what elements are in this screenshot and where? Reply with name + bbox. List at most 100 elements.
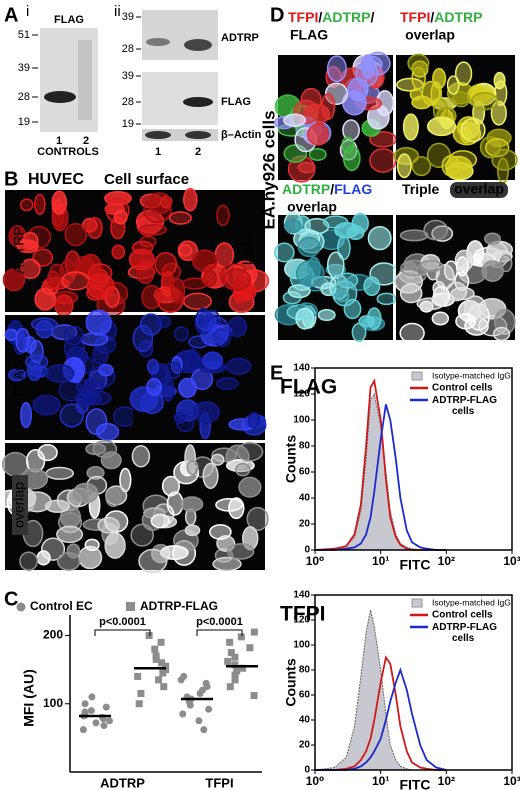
cell	[170, 278, 186, 304]
x-axis-label: FITC	[399, 777, 430, 790]
cell	[295, 307, 315, 330]
legend-line: cells	[452, 406, 475, 417]
point	[179, 710, 187, 718]
marker-label: 51	[18, 29, 30, 41]
cell	[105, 487, 122, 507]
cell	[484, 232, 501, 245]
legend-line: ADTRP-FLAG	[432, 395, 497, 406]
y-axis-label: Counts	[283, 435, 299, 483]
subtitle: Cell surface	[104, 171, 189, 188]
antibody: FLAG	[54, 14, 84, 26]
legend-marker	[16, 602, 26, 612]
histogram-curve	[314, 609, 447, 771]
cell	[25, 354, 49, 370]
cell	[63, 325, 84, 346]
point	[233, 667, 241, 675]
x-tick-label: 10²	[438, 554, 455, 568]
cell	[226, 357, 252, 375]
cell	[274, 242, 295, 263]
cell	[54, 294, 74, 317]
bracket	[94, 629, 151, 636]
image-title: TFPI/ADTRP/	[288, 9, 374, 25]
row-label: FLAG	[11, 360, 27, 397]
cell	[460, 117, 486, 143]
cell	[162, 376, 175, 402]
y-tick-label: 80	[299, 665, 311, 676]
x-tick-label: 10²	[438, 774, 455, 788]
point	[180, 672, 188, 680]
point	[250, 692, 258, 700]
y-tick-label: 40	[299, 493, 311, 504]
cell	[155, 315, 172, 329]
cell	[191, 249, 218, 273]
cell	[138, 548, 168, 574]
lane-label: 1	[155, 146, 161, 158]
plot-frame	[314, 594, 513, 771]
title-part: TFPI	[288, 9, 318, 25]
legend-label: Control EC	[30, 599, 93, 613]
legend-line: cells	[452, 633, 475, 644]
x-tick-label: ADTRP	[100, 775, 145, 790]
y-axis-label: Counts	[283, 658, 299, 706]
cell	[396, 153, 412, 179]
cell	[51, 190, 68, 215]
cell	[454, 61, 473, 86]
cell	[36, 550, 51, 566]
point	[227, 649, 235, 657]
plot-frame	[314, 367, 513, 551]
panel-label: B	[4, 168, 18, 190]
cell	[207, 316, 230, 344]
x-tick-label: 10¹	[372, 554, 389, 568]
point	[237, 633, 245, 641]
part-label: i	[26, 3, 29, 20]
cell	[227, 316, 248, 338]
y-tick-label: 140	[293, 590, 310, 601]
y-tick-label: 60	[299, 690, 311, 701]
histogram-curve	[315, 404, 447, 551]
cell	[232, 281, 257, 302]
cell	[132, 324, 154, 352]
cell	[184, 524, 201, 537]
cell	[321, 93, 336, 120]
legend-label: Control cells	[432, 383, 493, 394]
cell	[138, 224, 167, 236]
x-tick-label: 10³	[503, 554, 520, 568]
cell	[470, 92, 499, 111]
panel-label: D	[270, 4, 284, 26]
cell	[307, 123, 329, 146]
title-part: /	[370, 9, 374, 25]
cell	[317, 309, 336, 322]
cell	[409, 87, 423, 101]
cell	[182, 292, 212, 310]
band	[146, 38, 170, 46]
cell	[426, 116, 457, 137]
cell	[131, 444, 151, 468]
cell	[34, 193, 46, 216]
cell	[29, 339, 44, 364]
legend-label: Control cells	[432, 610, 493, 621]
cell	[184, 348, 200, 371]
y-tick-label: 100	[293, 415, 310, 426]
cell	[210, 453, 225, 466]
point	[106, 717, 114, 725]
blot-label: β–Actin	[221, 129, 262, 141]
cell	[297, 161, 316, 174]
cell	[20, 402, 33, 429]
title-part: FLAG	[334, 181, 372, 197]
point	[88, 693, 96, 701]
histogram-curve	[315, 655, 447, 771]
y-tick-label: 60	[299, 467, 311, 478]
cell	[84, 390, 112, 406]
legend-label: Isotype-matched IgG	[432, 597, 511, 607]
point	[137, 690, 145, 697]
marker-label: 39	[122, 11, 134, 23]
cell	[222, 268, 252, 291]
cell	[188, 335, 210, 349]
title-part: ADTRP	[434, 9, 482, 25]
marker-label: 19	[122, 118, 134, 130]
point	[231, 653, 239, 661]
cell	[44, 499, 71, 513]
cell	[113, 209, 128, 225]
label-box	[450, 182, 508, 198]
